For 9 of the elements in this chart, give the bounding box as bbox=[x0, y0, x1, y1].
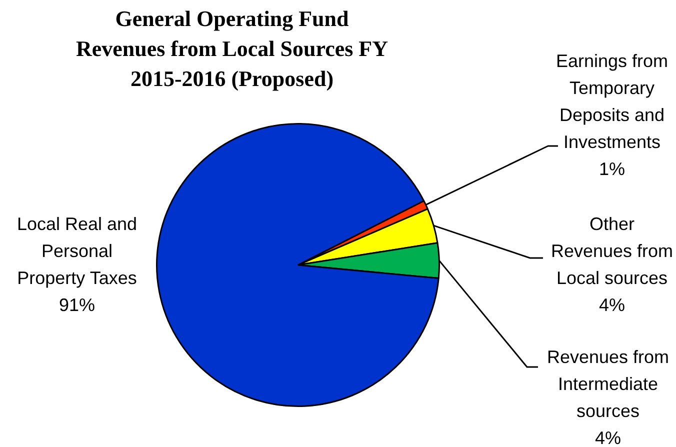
data-label: 91% bbox=[58, 294, 96, 315]
slice-label: Other Revenues from Local sources bbox=[550, 214, 674, 288]
data-label: 1% bbox=[598, 158, 626, 179]
slice-label: Earnings from Temporary Deposits and Investments bbox=[556, 50, 668, 152]
slice-label: Revenues from Intermediate sources bbox=[546, 346, 670, 421]
chart-title: General Operating Fund Revenues from Local Sources FY 2015-2016 (Proposed) bbox=[74, 5, 390, 93]
data-label: 4% bbox=[594, 428, 622, 447]
data-label: 4% bbox=[598, 294, 626, 315]
slice-label: Local Real and Personal Property Taxes bbox=[16, 214, 138, 288]
